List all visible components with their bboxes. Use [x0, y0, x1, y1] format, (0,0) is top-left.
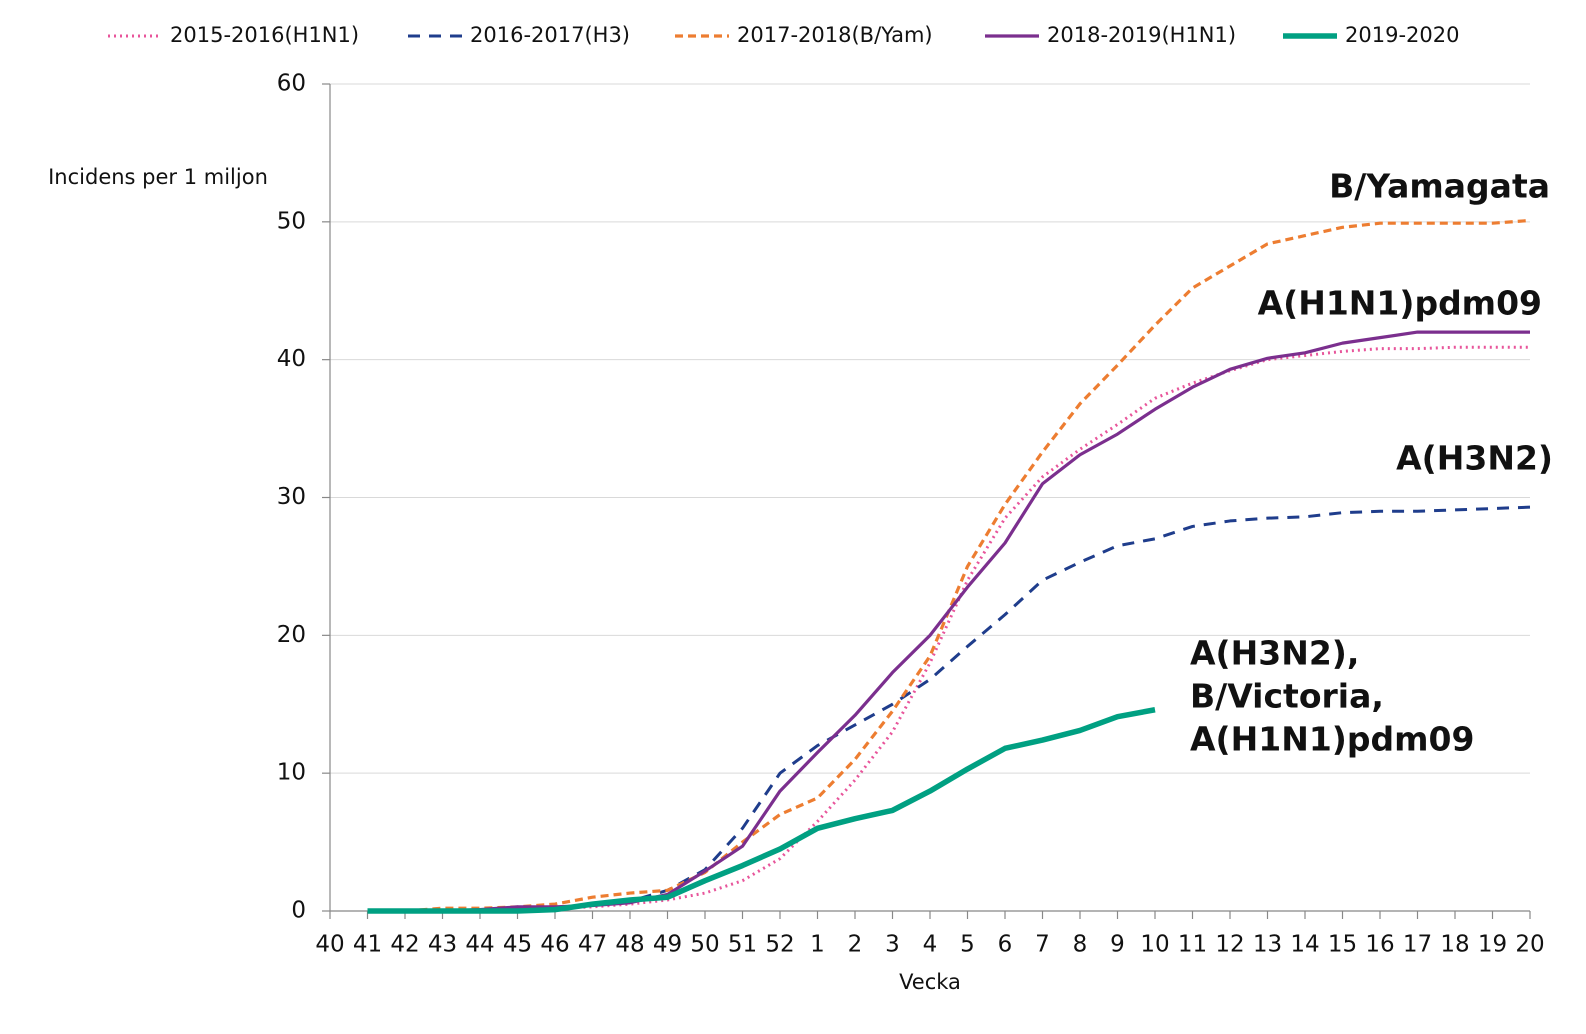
x-tick-label: 4: [923, 932, 938, 958]
x-tick-label: 50: [690, 932, 719, 958]
x-tick-label: 8: [1073, 932, 1088, 958]
legend-label: 2015-2016(H1N1): [170, 23, 359, 47]
annotation: A(H3N2),: [1190, 634, 1359, 673]
x-tick-label: 3: [885, 932, 900, 958]
x-axis-label: Vecka: [899, 970, 961, 994]
y-tick-label: 40: [277, 346, 306, 372]
y-tick-label: 0: [291, 898, 306, 924]
y-tick-label: 10: [277, 760, 306, 786]
x-tick-label: 43: [428, 932, 457, 958]
x-tick-label: 10: [1140, 932, 1169, 958]
x-tick-label: 9: [1110, 932, 1125, 958]
x-tick-label: 16: [1365, 932, 1394, 958]
x-tick-label: 11: [1178, 932, 1207, 958]
x-tick-label: 52: [765, 932, 794, 958]
x-tick-label: 49: [653, 932, 682, 958]
legend-label: 2019-2020: [1345, 23, 1459, 47]
annotation: A(H3N2): [1396, 439, 1553, 478]
series-line: [367, 707, 1156, 914]
x-tick-label: 45: [503, 932, 532, 958]
x-tick-label: 1: [810, 932, 825, 958]
x-tick-label: 40: [315, 932, 344, 958]
x-tick-label: 5: [960, 932, 975, 958]
legend-label: 2017-2018(B/Yam): [737, 23, 933, 47]
x-tick-label: 7: [1035, 932, 1050, 958]
x-tick-label: 19: [1478, 932, 1507, 958]
x-tick-label: 13: [1253, 932, 1282, 958]
series-line: [367, 345, 1530, 913]
x-tick-label: 17: [1403, 932, 1432, 958]
annotation: B/Victoria,: [1190, 677, 1384, 716]
x-tick-label: 46: [540, 932, 569, 958]
legend-label: 2018-2019(H1N1): [1047, 23, 1236, 47]
x-tick-label: 48: [615, 932, 644, 958]
x-tick-label: 51: [728, 932, 757, 958]
y-tick-label: 20: [277, 622, 306, 648]
y-axis-label: Incidens per 1 miljon: [48, 165, 268, 189]
x-tick-label: 6: [998, 932, 1013, 958]
x-tick-label: 41: [353, 932, 382, 958]
x-tick-label: 15: [1328, 932, 1357, 958]
x-tick-label: 2: [848, 932, 863, 958]
x-tick-label: 42: [390, 932, 419, 958]
x-tick-label: 12: [1215, 932, 1244, 958]
x-tick-label: 47: [578, 932, 607, 958]
annotation: A(H1N1)pdm09: [1258, 284, 1542, 323]
annotation: A(H1N1)pdm09: [1190, 720, 1474, 759]
x-tick-label: 14: [1290, 932, 1319, 958]
y-tick-label: 60: [277, 71, 306, 97]
x-tick-label: 44: [465, 932, 494, 958]
series-line: [367, 218, 1531, 913]
annotation: B/Yamagata: [1329, 167, 1550, 206]
y-tick-label: 30: [277, 484, 306, 510]
x-tick-label: 20: [1515, 932, 1544, 958]
y-tick-label: 50: [277, 208, 306, 234]
legend-label: 2016-2017(H3): [470, 23, 630, 47]
x-tick-label: 18: [1440, 932, 1469, 958]
